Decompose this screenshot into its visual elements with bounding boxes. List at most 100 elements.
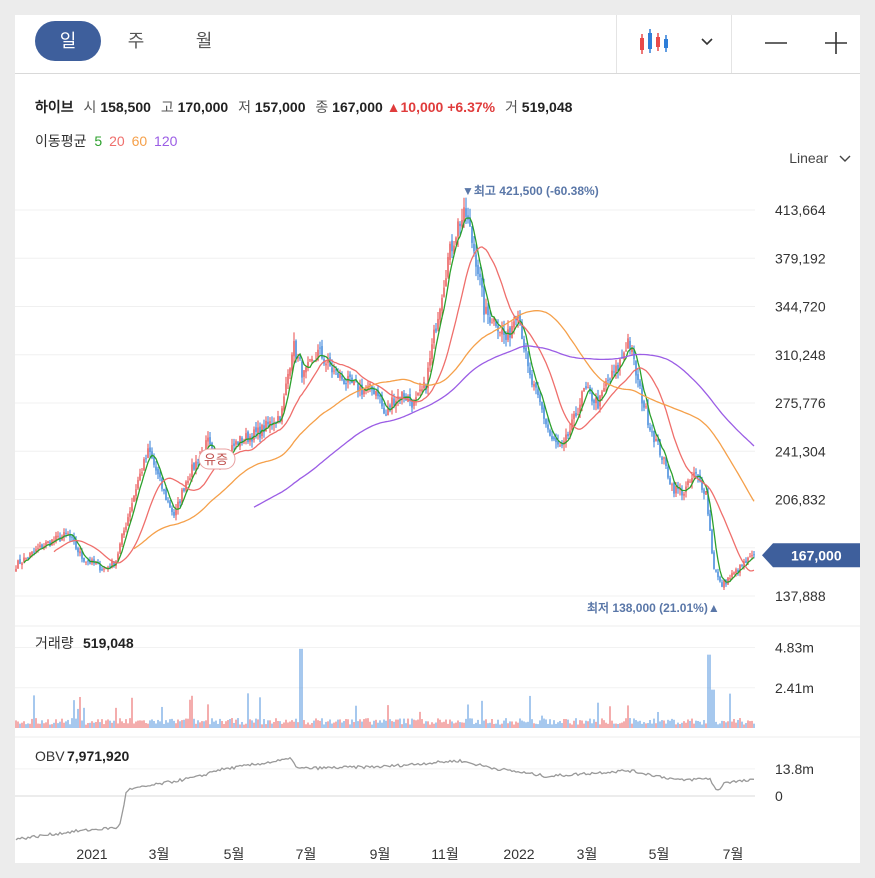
candle-body <box>741 565 743 567</box>
candlestick-icon[interactable] <box>637 27 673 59</box>
volume-bar <box>655 723 657 728</box>
volume-bar <box>363 719 365 728</box>
volume-bar <box>305 724 307 728</box>
candle-body <box>67 533 69 535</box>
volume-bar <box>569 723 571 728</box>
volume-bar <box>107 719 109 728</box>
candle-body <box>607 379 609 381</box>
volume-bar <box>389 719 391 728</box>
tab-weekly[interactable]: 주 <box>127 31 145 51</box>
volume-bar <box>467 704 469 728</box>
candle-body <box>737 570 739 573</box>
volume-bar <box>519 718 521 728</box>
candle-body <box>671 484 673 486</box>
candle-body <box>77 548 79 553</box>
change-value: ▲10,000 +6.37% <box>386 99 496 115</box>
volume-bar <box>307 722 309 728</box>
candle-body <box>143 459 145 471</box>
candle-body <box>547 424 549 430</box>
volume-bar <box>511 721 513 728</box>
high-value: 170,000 <box>177 99 229 115</box>
scale-selector[interactable]: Linear <box>789 150 852 166</box>
candle-body <box>29 553 31 558</box>
candle-body <box>373 388 375 395</box>
low-label: 저 <box>238 99 251 115</box>
price-axis-tick-label: 379,192 <box>775 250 826 266</box>
candle-body <box>493 317 495 322</box>
volume-bar <box>739 718 741 728</box>
volume-bar <box>221 721 223 728</box>
candle-body <box>83 557 85 562</box>
volume-bar <box>455 722 457 728</box>
chevron-down-icon[interactable] <box>697 27 717 59</box>
minus-icon[interactable] <box>763 27 789 59</box>
volume-bar <box>683 721 685 728</box>
volume-bar <box>135 721 137 728</box>
candle-body <box>163 489 165 491</box>
candle-body <box>667 466 669 478</box>
time-axis-tick-label: 5월 <box>224 846 245 862</box>
candle-body <box>265 420 267 432</box>
candle-body <box>181 489 183 505</box>
volume-bar <box>619 723 621 728</box>
obv-line <box>15 756 755 841</box>
price-axis-tick-label: 241,304 <box>775 443 826 459</box>
candle-body <box>401 391 403 400</box>
volume-bar <box>585 720 587 728</box>
candle-body <box>47 541 49 544</box>
volume-bar <box>673 719 675 728</box>
volume-bar <box>571 724 573 728</box>
candle-body <box>585 386 587 389</box>
plus-icon[interactable] <box>823 27 849 59</box>
candle-body <box>283 396 285 411</box>
volume-bar <box>187 718 189 728</box>
candle-body <box>431 344 433 360</box>
volume-bar <box>251 720 253 728</box>
volume-bar <box>451 721 453 728</box>
volume-bar <box>55 719 57 728</box>
candle-body <box>187 480 189 483</box>
volume-bar <box>65 721 67 728</box>
candle-body <box>751 555 753 557</box>
volume-bar <box>371 724 373 728</box>
candle-body <box>581 391 583 407</box>
volume-bar <box>607 723 609 728</box>
candle-body <box>247 431 249 442</box>
volume-bar <box>195 723 197 728</box>
volume-bars-group <box>15 648 755 728</box>
candle-body <box>337 372 339 378</box>
volume-bar <box>425 721 427 728</box>
candle-body <box>369 383 371 386</box>
chart-toolbar: 일 주 월 <box>15 15 860 74</box>
candle-body <box>377 390 379 397</box>
candle-body <box>389 405 391 408</box>
volume-bar <box>387 705 389 728</box>
candle-body <box>745 560 747 563</box>
volume-bar <box>703 720 705 728</box>
volume-bar <box>267 720 269 728</box>
candle-body <box>541 401 543 410</box>
candle-body <box>505 333 507 340</box>
volume-bar <box>733 718 735 728</box>
volume-bar <box>479 724 481 728</box>
volume-bar <box>623 721 625 728</box>
volume-bar <box>707 654 709 728</box>
volume-bar <box>297 722 299 728</box>
volume-bar <box>87 723 89 728</box>
volume-bar <box>217 723 219 728</box>
volume-bar <box>647 723 649 728</box>
volume-bar <box>621 722 623 728</box>
candle-body <box>677 487 679 490</box>
tab-monthly[interactable]: 월 <box>195 31 213 51</box>
volume-bar <box>579 720 581 728</box>
volume-bar <box>727 721 729 728</box>
candle-body <box>641 388 643 404</box>
ma-20-label: 20 <box>109 133 125 149</box>
tab-daily[interactable]: 일 <box>35 21 101 61</box>
volume-bar <box>563 718 565 728</box>
candle-body <box>125 526 127 530</box>
volume-bar <box>545 719 547 728</box>
candle-body <box>341 375 343 380</box>
price-axis-tick-label: 310,248 <box>775 347 826 363</box>
candle-body <box>405 396 407 401</box>
